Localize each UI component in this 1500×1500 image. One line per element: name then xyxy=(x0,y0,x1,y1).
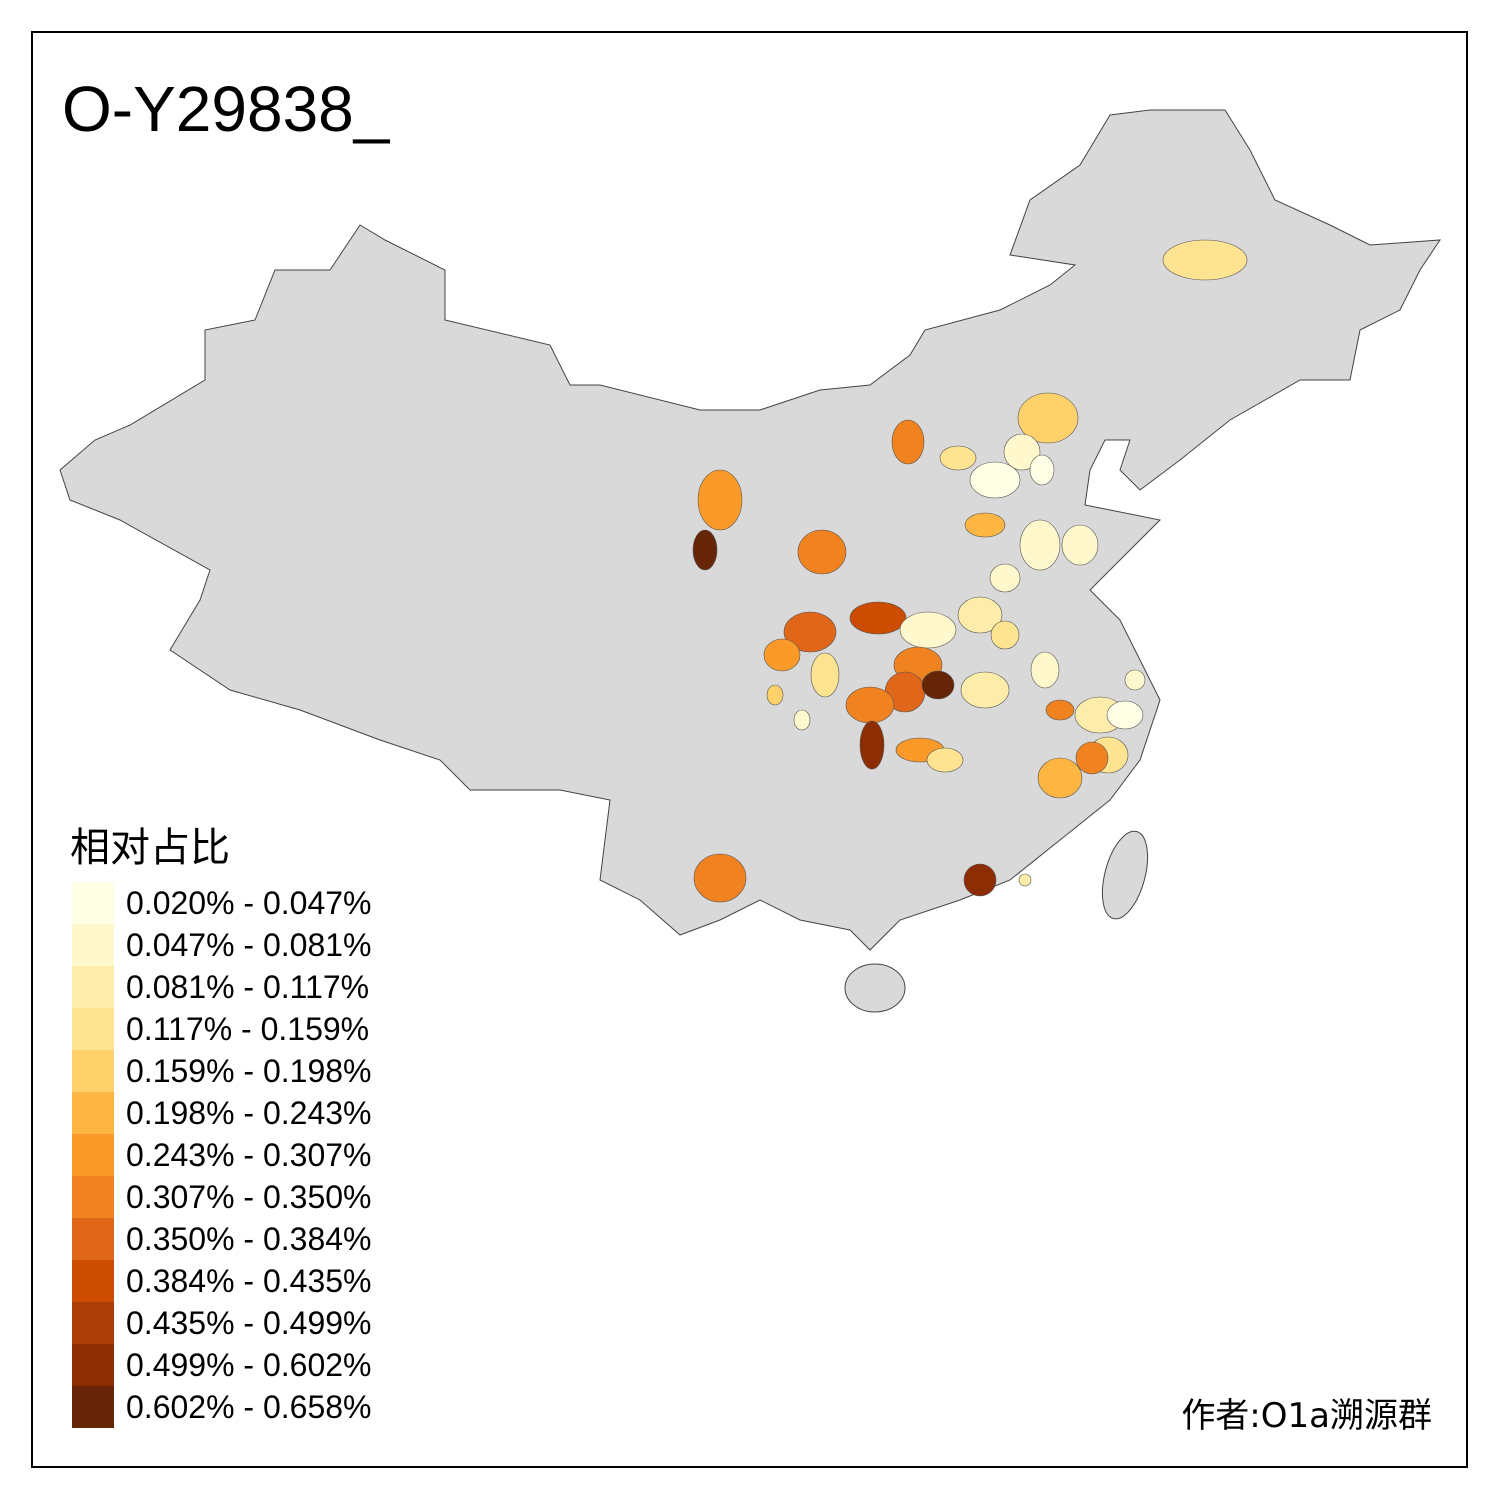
region xyxy=(793,709,811,731)
region xyxy=(810,652,840,698)
legend-label: 0.047% - 0.081% xyxy=(126,927,372,963)
region xyxy=(926,747,964,773)
legend-label: 0.384% - 0.435% xyxy=(126,1263,372,1299)
region xyxy=(1018,873,1032,887)
legend-label: 0.020% - 0.047% xyxy=(126,885,372,921)
legend-title: 相对占比 xyxy=(70,825,230,871)
region xyxy=(697,469,743,531)
legend-label: 0.243% - 0.307% xyxy=(126,1137,372,1173)
legend-swatch xyxy=(72,1218,114,1260)
region xyxy=(763,638,801,672)
region xyxy=(1061,524,1099,566)
legend-item: 0.307% - 0.350% xyxy=(72,1176,472,1218)
region xyxy=(990,620,1020,650)
legend-swatch xyxy=(72,1134,114,1176)
region xyxy=(1162,239,1248,281)
region xyxy=(939,445,977,471)
legend-label: 0.350% - 0.384% xyxy=(126,1221,372,1257)
region xyxy=(1030,651,1060,689)
legend-label: 0.307% - 0.350% xyxy=(126,1179,372,1215)
china-outline xyxy=(59,109,1441,951)
legend-label: 0.602% - 0.658% xyxy=(126,1389,372,1425)
legend-label: 0.081% - 0.117% xyxy=(126,969,370,1005)
region xyxy=(921,670,955,700)
legend-item: 0.081% - 0.117% xyxy=(72,966,472,1008)
region xyxy=(1017,392,1079,444)
region xyxy=(797,529,847,575)
legend-item: 0.020% - 0.047% xyxy=(72,882,472,924)
region xyxy=(899,611,957,649)
region xyxy=(964,512,1006,538)
region xyxy=(693,853,747,903)
legend-label: 0.198% - 0.243% xyxy=(126,1095,372,1131)
region xyxy=(891,419,925,465)
region xyxy=(1003,433,1041,471)
legend-swatch xyxy=(72,1050,114,1092)
hainan-island xyxy=(844,963,906,1013)
legend-label: 0.499% - 0.602% xyxy=(126,1347,372,1383)
region xyxy=(969,461,1021,499)
region xyxy=(859,720,885,770)
region xyxy=(963,863,997,897)
region xyxy=(783,611,837,653)
legend-item: 0.350% - 0.384% xyxy=(72,1218,472,1260)
region xyxy=(1075,741,1109,775)
legend-label: 0.117% - 0.159% xyxy=(126,1011,370,1047)
legend-swatch xyxy=(72,1092,114,1134)
legend-item: 0.117% - 0.159% xyxy=(72,1008,472,1050)
region xyxy=(1037,757,1083,799)
plot-frame xyxy=(31,31,1468,1468)
region xyxy=(1029,454,1055,486)
legend-swatch xyxy=(72,1302,114,1344)
legend-swatch xyxy=(72,882,114,924)
region xyxy=(1019,519,1061,571)
legend-swatch xyxy=(72,1008,114,1050)
legend-item: 0.499% - 0.602% xyxy=(72,1344,472,1386)
map-title: O-Y29838_ xyxy=(62,73,390,145)
legend-swatch xyxy=(72,1344,114,1386)
legend-item: 0.159% - 0.198% xyxy=(72,1050,472,1092)
legend-item: 0.198% - 0.243% xyxy=(72,1092,472,1134)
legend-item: 0.384% - 0.435% xyxy=(72,1260,472,1302)
region xyxy=(1106,700,1144,730)
legend-swatch xyxy=(72,1176,114,1218)
legend-swatch xyxy=(72,1260,114,1302)
author-credit: 作者:O1a溯源群 xyxy=(1181,1396,1432,1436)
legend-item: 0.047% - 0.081% xyxy=(72,924,472,966)
region xyxy=(960,671,1010,709)
legend-label: 0.159% - 0.198% xyxy=(126,1053,372,1089)
region xyxy=(1124,669,1146,691)
legend-label: 0.435% - 0.499% xyxy=(126,1305,372,1341)
region xyxy=(989,563,1021,593)
region xyxy=(957,596,1003,634)
legend-item: 0.243% - 0.307% xyxy=(72,1134,472,1176)
region xyxy=(692,529,718,571)
legend-swatch xyxy=(72,1386,114,1428)
region xyxy=(766,684,784,706)
region xyxy=(849,601,907,635)
legend-swatch xyxy=(72,924,114,966)
legend-item: 0.602% - 0.658% xyxy=(72,1386,472,1428)
region xyxy=(1045,699,1075,721)
legend-item: 0.435% - 0.499% xyxy=(72,1302,472,1344)
taiwan-island xyxy=(1101,830,1149,920)
legend-swatch xyxy=(72,966,114,1008)
